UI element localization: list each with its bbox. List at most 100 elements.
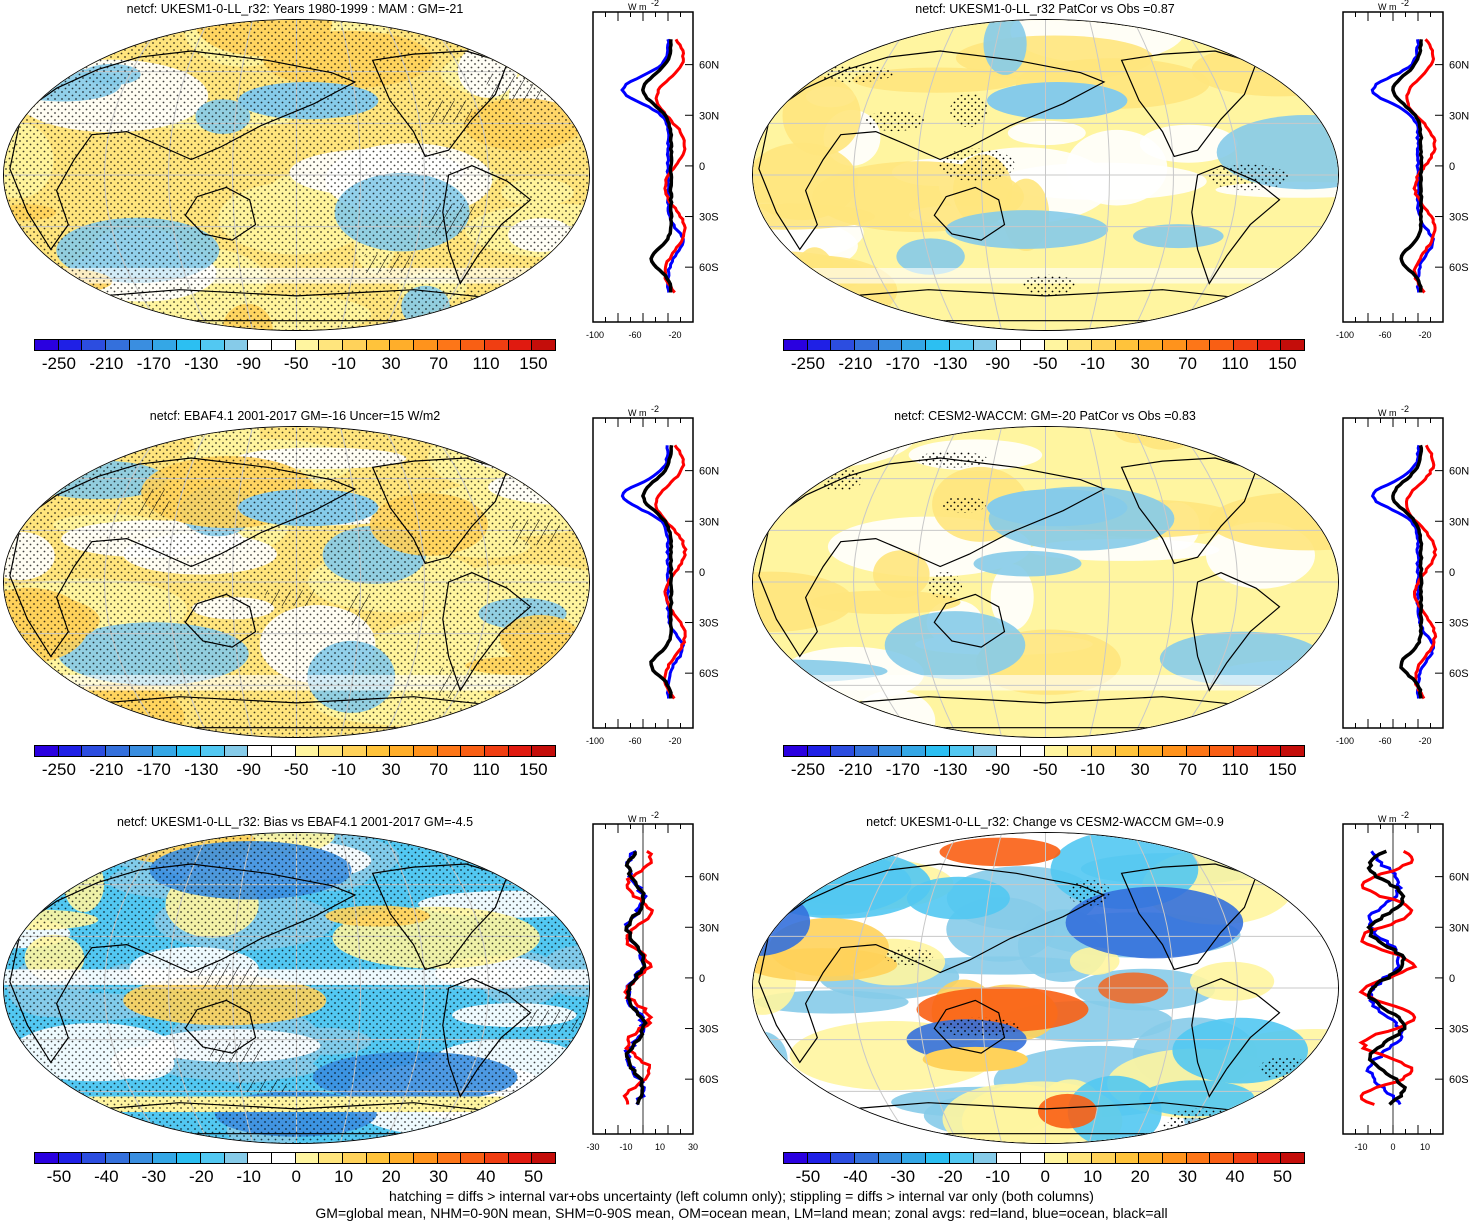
colorbar-tick-label: 50 <box>1272 1167 1292 1186</box>
colorbar-tick-label: 40 <box>476 1167 496 1186</box>
colorbar-tick-label: 70 <box>1178 354 1198 373</box>
colorbar-swatch <box>1139 1153 1163 1163</box>
colorbar-swatch <box>1210 746 1235 756</box>
zonal-unit-exponent: -2 <box>1401 0 1409 8</box>
panel-3-zonal-mean-plot: W m -2 60N 30N 0 30S 60S -100 -60 -20 <box>578 404 728 756</box>
panel-4-colorbar <box>783 745 1305 757</box>
zonal-unit-label: W m <box>628 2 647 12</box>
colorbar-tick-label: -50 <box>283 354 309 373</box>
colorbar-swatch <box>855 340 879 350</box>
zonal-x-tick-label: -60 <box>628 330 641 340</box>
colorbar-swatch <box>437 1153 462 1163</box>
colorbar-swatch <box>784 1153 808 1163</box>
zonal-x-tick-label: -100 <box>1336 330 1354 340</box>
zonal-x-tick-label: -10 <box>619 1142 632 1152</box>
colorbar-swatch <box>295 1153 320 1163</box>
colorbar-swatch <box>1257 1153 1282 1163</box>
colorbar-tick-label: 150 <box>1268 760 1297 779</box>
colorbar-swatch <box>973 746 998 756</box>
colorbar-swatch <box>390 746 414 756</box>
zonal-lat-label: 60S <box>1449 262 1469 274</box>
colorbar-tick-label: -10 <box>236 1167 262 1186</box>
panel-6-title: netcf: UKESM1-0-LL_r32: Change vs CESM2-… <box>866 815 1224 829</box>
colorbar-tick-label: 110 <box>472 760 500 779</box>
colorbar-swatch <box>1091 1153 1116 1163</box>
colorbar-swatch <box>855 746 879 756</box>
colorbar-swatch <box>1234 340 1258 350</box>
colorbar-swatch <box>949 746 974 756</box>
colorbar-swatch <box>1186 340 1211 350</box>
colorbar-swatch <box>177 1153 201 1163</box>
colorbar-swatch <box>997 1153 1021 1163</box>
colorbar-swatch <box>485 1153 509 1163</box>
colorbar-swatch <box>1281 746 1305 756</box>
colorbar-swatch <box>831 746 856 756</box>
panel-1-title: netcf: UKESM1-0-LL_r32: Years 1980-1999 … <box>126 2 464 16</box>
zonal-lat-label: 30S <box>1449 212 1469 224</box>
colorbar-swatch <box>1115 746 1140 756</box>
colorbar-swatch <box>153 746 178 756</box>
colorbar-tick-label: 40 <box>1225 1167 1245 1186</box>
colorbar-swatch <box>807 1153 832 1163</box>
colorbar-swatch <box>1257 746 1282 756</box>
colorbar-swatch <box>319 340 343 350</box>
colorbar-tick-label: -130 <box>933 354 968 373</box>
zonal-x-tick-label: -20 <box>668 736 681 746</box>
colorbar-swatch <box>58 340 83 350</box>
colorbar-swatch <box>508 746 533 756</box>
zonal-lat-label: 30N <box>1449 110 1469 122</box>
panel-1-map <box>3 19 590 331</box>
zonal-lat-label: 30N <box>699 516 719 528</box>
panel-2-map <box>752 19 1339 331</box>
zonal-x-tick-label: -20 <box>1418 736 1431 746</box>
colorbar-swatch <box>1163 1153 1187 1163</box>
colorbar-swatch <box>271 340 296 350</box>
colorbar-swatch <box>177 746 201 756</box>
colorbar-tick-label: 30 <box>1130 354 1150 373</box>
zonal-all-curve <box>640 445 674 699</box>
zonal-all-curve <box>1391 444 1424 699</box>
colorbar-tick-label: -40 <box>843 1167 868 1186</box>
zonal-x-tick-label: -60 <box>1378 736 1391 746</box>
colorbar-swatch <box>1186 746 1211 756</box>
colorbar-swatch <box>485 340 509 350</box>
colorbar-swatch <box>878 746 903 756</box>
colorbar-swatch <box>1115 340 1140 350</box>
colorbar-swatch <box>784 746 808 756</box>
colorbar-swatch <box>997 746 1021 756</box>
zonal-unit-exponent: -2 <box>651 810 659 820</box>
colorbar-swatch <box>878 340 903 350</box>
colorbar-swatch <box>437 746 462 756</box>
colorbar-swatch <box>1281 340 1305 350</box>
colorbar-swatch <box>82 746 107 756</box>
zonal-land-curve <box>654 444 688 700</box>
colorbar-swatch <box>508 340 533 350</box>
zonal-ocean-curve <box>1370 444 1435 699</box>
zonal-lat-label: 30N <box>699 110 719 122</box>
panel-2-zonal-mean-plot: W m -2 60N 30N 0 30S 60S -100 -60 -20 <box>1328 0 1478 350</box>
colorbar-swatch <box>342 340 367 350</box>
colorbar-swatch <box>485 746 509 756</box>
zonal-x-tick-label: -30 <box>586 1142 599 1152</box>
colorbar-swatch <box>1044 340 1069 350</box>
colorbar-swatch <box>1281 1153 1305 1163</box>
zonal-lat-label: 30N <box>699 922 719 934</box>
colorbar-tick-label: -50 <box>795 1167 821 1186</box>
zonal-x-tick-label: -100 <box>1336 736 1354 746</box>
zonal-lat-label: 0 <box>699 973 705 985</box>
zonal-lat-label: 0 <box>1449 973 1455 985</box>
colorbar-swatch <box>390 1153 414 1163</box>
colorbar-swatch <box>437 340 462 350</box>
zonal-all-curve <box>1366 849 1408 1106</box>
zonal-x-tick-label: 10 <box>1420 1142 1430 1152</box>
colorbar-swatch <box>271 746 296 756</box>
zonal-plot-svg: W m -2 60N 30N 0 30S 60S -100 -60 -20 <box>586 0 719 340</box>
colorbar-swatch <box>1163 340 1187 350</box>
colorbar-tick-label: 110 <box>472 354 500 373</box>
zonal-lat-label: 60N <box>699 872 719 884</box>
colorbar-swatch <box>1163 746 1187 756</box>
colorbar-tick-label: 70 <box>429 760 449 779</box>
colorbar-swatch <box>82 1153 107 1163</box>
colorbar-swatch <box>461 340 486 350</box>
colorbar-swatch <box>153 1153 178 1163</box>
